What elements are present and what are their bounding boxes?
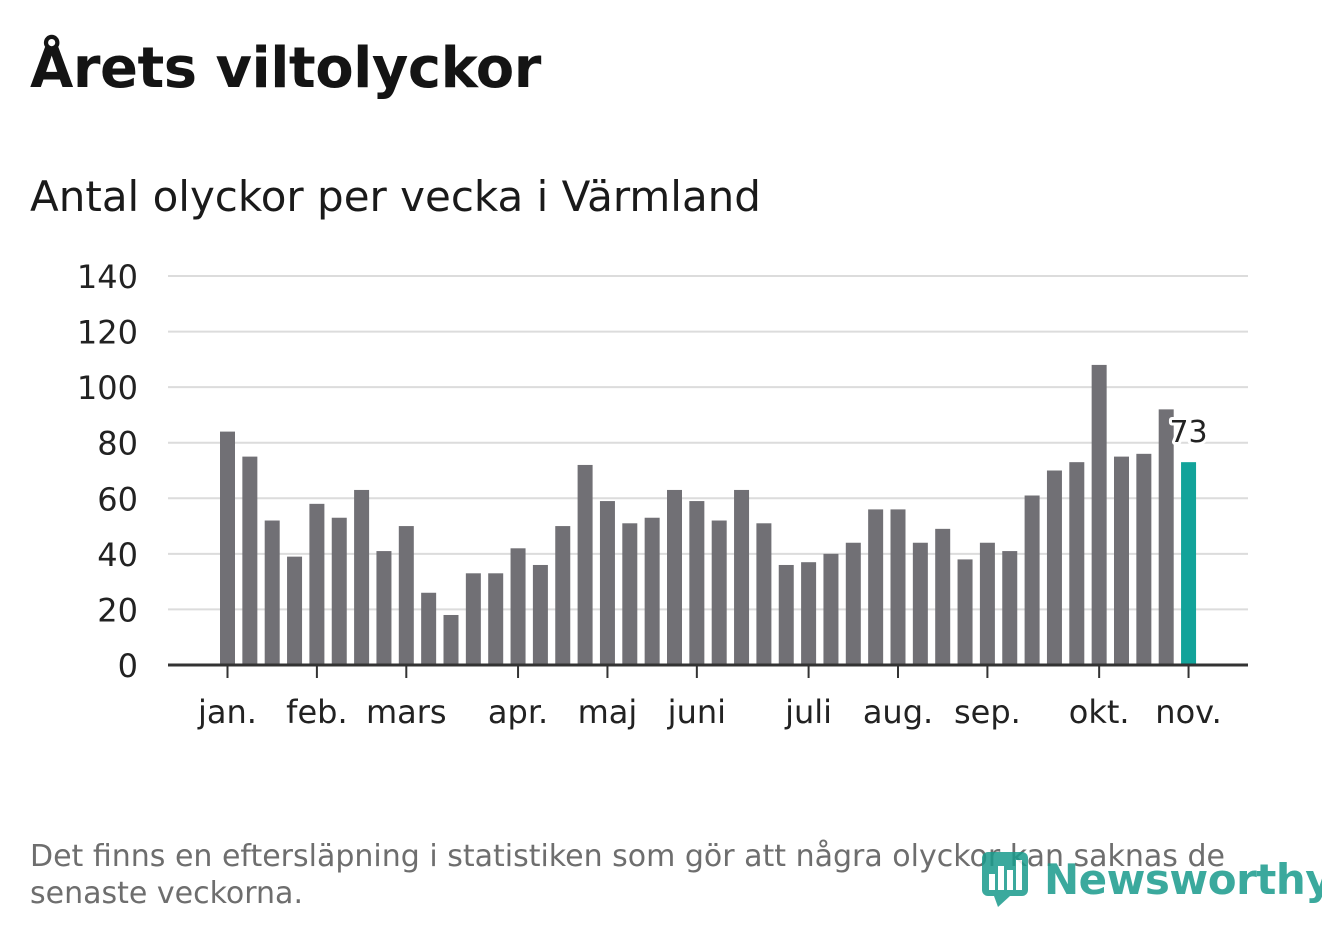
- bar-week-27: [801, 562, 817, 665]
- x-tick-label: juli: [784, 693, 832, 731]
- y-tick-label: 120: [77, 314, 138, 352]
- bar-week-41: [1114, 456, 1129, 665]
- bar-week-34: [957, 559, 973, 665]
- y-tick-label: 20: [97, 591, 138, 629]
- bar-week-18: [599, 501, 615, 665]
- grid-lines: [168, 275, 1248, 611]
- bar-week-43: [1158, 409, 1174, 665]
- y-tick-label: 100: [77, 369, 138, 407]
- bar-week-19: [622, 523, 638, 665]
- bar-week-6: [331, 517, 347, 665]
- bar-week-29: [845, 542, 861, 665]
- data-labels: 73: [1166, 412, 1210, 453]
- bar-week-39: [1069, 462, 1085, 665]
- highlight-data-label: 73: [1169, 415, 1207, 450]
- bar-week-20: [644, 517, 660, 665]
- bar-week-15: [532, 564, 548, 665]
- bar-week-21: [667, 489, 682, 665]
- bar-week-1: [220, 431, 235, 665]
- y-tick-label: 60: [97, 480, 138, 518]
- bar-week-10: [421, 592, 437, 665]
- y-tick-label: 0: [118, 647, 138, 685]
- bar-week-24: [734, 489, 750, 665]
- chart-subtitle: Antal olyckor per vecka i Värmland: [30, 172, 761, 221]
- x-tick-label: okt.: [1069, 693, 1130, 731]
- bar-week-14: [510, 548, 526, 665]
- bar-week-22: [689, 501, 705, 665]
- bar-week-23: [711, 520, 727, 665]
- bar-week-37: [1024, 495, 1040, 665]
- bar-week-8: [376, 551, 392, 665]
- x-tick-label: maj: [578, 693, 638, 731]
- y-tick-label: 40: [97, 536, 138, 574]
- chart-title: Årets viltolyckor: [30, 36, 541, 101]
- bar-week-25: [756, 523, 772, 665]
- x-tick-label: sep.: [954, 693, 1021, 731]
- bar-week-7: [354, 489, 370, 665]
- bar-week-26: [778, 564, 794, 665]
- bar-week-40: [1091, 364, 1107, 665]
- bar-week-13: [488, 573, 504, 665]
- bar-week-11: [443, 614, 459, 665]
- newsworthy-logo: Newsworthy: [980, 848, 1322, 910]
- y-tick-label: 80: [97, 425, 138, 463]
- x-axis-ticks: jan. feb. mars apr. maj juni juli aug. sep. okt. n…: [197, 665, 1222, 731]
- bar-week-28: [823, 553, 839, 665]
- bar-week-16: [555, 526, 571, 665]
- bar-week-33: [935, 528, 951, 665]
- newsworthy-chart-icon: [982, 852, 1028, 907]
- bar-week-2: [242, 456, 258, 665]
- bar-week-30: [868, 509, 884, 665]
- bar-week-31: [890, 509, 906, 665]
- bar-week-9: [398, 526, 414, 665]
- x-tick-label: nov.: [1155, 693, 1221, 731]
- bar-week-32: [912, 542, 928, 665]
- bar-week-38: [1046, 470, 1062, 665]
- bar-week-3: [264, 520, 280, 665]
- bar-week-42: [1136, 453, 1152, 665]
- brand-name: Newsworthy: [1044, 854, 1322, 904]
- y-axis-ticks: 0 20 40 60 80 100 120 140: [77, 258, 138, 685]
- x-tick-label: feb.: [286, 693, 347, 731]
- bar-week-44: [1181, 462, 1197, 665]
- bar-week-4: [287, 556, 303, 665]
- bars: [220, 364, 1197, 665]
- bar-week-5: [309, 503, 325, 665]
- x-tick-label: aug.: [863, 693, 933, 731]
- x-tick-label: juni: [667, 693, 726, 731]
- bar-week-36: [1002, 551, 1018, 665]
- bar-week-12: [465, 573, 481, 665]
- x-tick-label: mars: [366, 693, 447, 731]
- bar-week-17: [577, 464, 593, 665]
- y-tick-label: 140: [77, 258, 138, 296]
- x-tick-label: apr.: [488, 693, 548, 731]
- x-tick-label: jan.: [197, 693, 257, 731]
- bar-week-35: [979, 542, 995, 665]
